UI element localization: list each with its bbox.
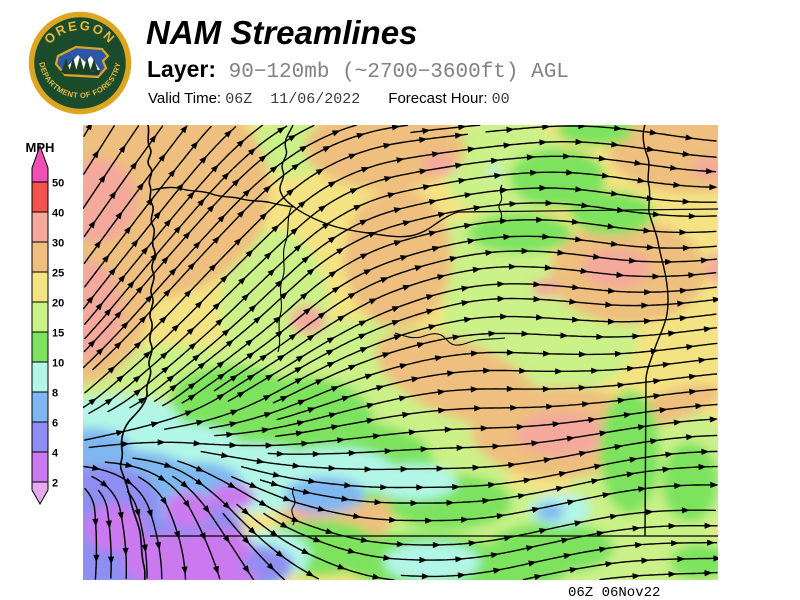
colorbar-tick-label: 2 xyxy=(52,478,58,490)
colorbar-tick-label: 40 xyxy=(52,208,64,220)
colorbar-bottom-arrow xyxy=(31,481,49,506)
streamlines xyxy=(83,125,718,580)
colorbar-tick-label: 25 xyxy=(52,268,64,280)
trees-icon xyxy=(60,56,100,75)
colorbar-segment xyxy=(31,391,49,423)
colorbar-segment xyxy=(31,451,49,483)
colorbar-segment xyxy=(31,271,49,303)
colorbar-segment xyxy=(31,421,49,453)
logo-emblem xyxy=(54,45,110,79)
colorbar-tick-label: 10 xyxy=(52,358,64,370)
colorbar-tick-label: 50 xyxy=(52,178,64,190)
colorbar-tick-label: 30 xyxy=(52,238,64,250)
map-timestamp: 06Z 06Nov22 xyxy=(568,585,660,600)
forecast-hour-label: Forecast Hour: xyxy=(388,90,492,107)
colorbar-segment xyxy=(31,361,49,393)
layer-label: Layer: xyxy=(147,56,217,82)
colorbar-segment xyxy=(31,211,49,243)
central-river xyxy=(394,332,506,346)
colorbar-segment xyxy=(31,241,49,273)
valid-time-label: Valid Time: xyxy=(148,90,226,107)
snake-river-idaho-border xyxy=(642,125,669,537)
page-title: NAM Streamlines xyxy=(146,14,418,51)
colorbar-tick-label: 8 xyxy=(52,388,58,400)
valid-time-value: 06Z 11/06/2022 xyxy=(225,91,361,108)
colorbar-segment xyxy=(31,181,49,213)
forecast-hour-value: 00 xyxy=(491,91,510,108)
layer-value: 90−120mb (~2700−3600ft) AGL xyxy=(216,61,569,84)
colorbar-segment xyxy=(31,331,49,363)
colorbar-tick-label: 6 xyxy=(52,418,58,430)
odf-logo: OREGON DEPARTMENT OF FORESTRY xyxy=(28,11,132,115)
colorbar-tick-label: 15 xyxy=(52,328,64,340)
colorbar: 50 40 30 25 20 15 10 8 6 4 2 xyxy=(31,144,64,506)
state-border-north xyxy=(457,208,718,213)
valid-time-line: Valid Time: 06Z 11/06/2022 Forecast Hour:… xyxy=(148,90,510,108)
layer-line: Layer: 90−120mb (~2700−3600ft) AGL xyxy=(147,56,569,84)
colorbar-segment xyxy=(31,301,49,333)
colorbar-tick-label: 20 xyxy=(52,298,64,310)
colorbar-tick-label: 4 xyxy=(52,448,59,460)
